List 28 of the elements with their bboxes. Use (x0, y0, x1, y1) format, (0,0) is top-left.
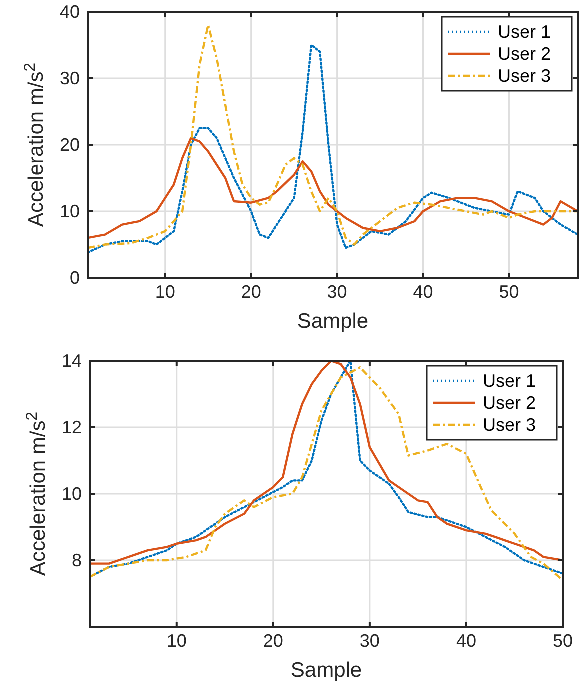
x-axis-title: Sample (297, 310, 369, 333)
x-tick-label: 10 (155, 282, 176, 302)
y-tick-label: 0 (70, 268, 80, 288)
x-axis-title: Sample (290, 659, 362, 682)
legend-label: User 1 (498, 22, 552, 42)
y-tick-label: 20 (60, 135, 80, 155)
x-tick-label: 50 (552, 631, 574, 651)
x-tick-label: 20 (263, 631, 284, 651)
x-tick-label: 50 (499, 282, 520, 302)
y-tick-label: 30 (60, 68, 80, 88)
y-tick-label: 12 (62, 418, 82, 438)
legend-label: User 3 (498, 66, 552, 86)
legend-label: User 3 (483, 415, 536, 435)
line-series (88, 137, 578, 240)
x-tick-label: 30 (327, 282, 348, 302)
x-tick-label: 20 (241, 282, 262, 302)
y-tick-label: 8 (72, 550, 82, 570)
y-tick-label: 40 (60, 2, 80, 22)
x-tick-label: 30 (360, 631, 380, 651)
x-tick-label: 10 (166, 631, 187, 651)
y-tick-label: 14 (62, 351, 82, 371)
y-tick-label: 10 (60, 202, 80, 222)
x-tick-label: 40 (413, 282, 434, 302)
y-tick-label: 10 (62, 484, 82, 504)
legend-label: User 2 (483, 393, 536, 413)
legend-label: User 1 (483, 371, 536, 391)
x-tick-label: 40 (456, 631, 476, 651)
legend-label: User 2 (498, 44, 552, 64)
